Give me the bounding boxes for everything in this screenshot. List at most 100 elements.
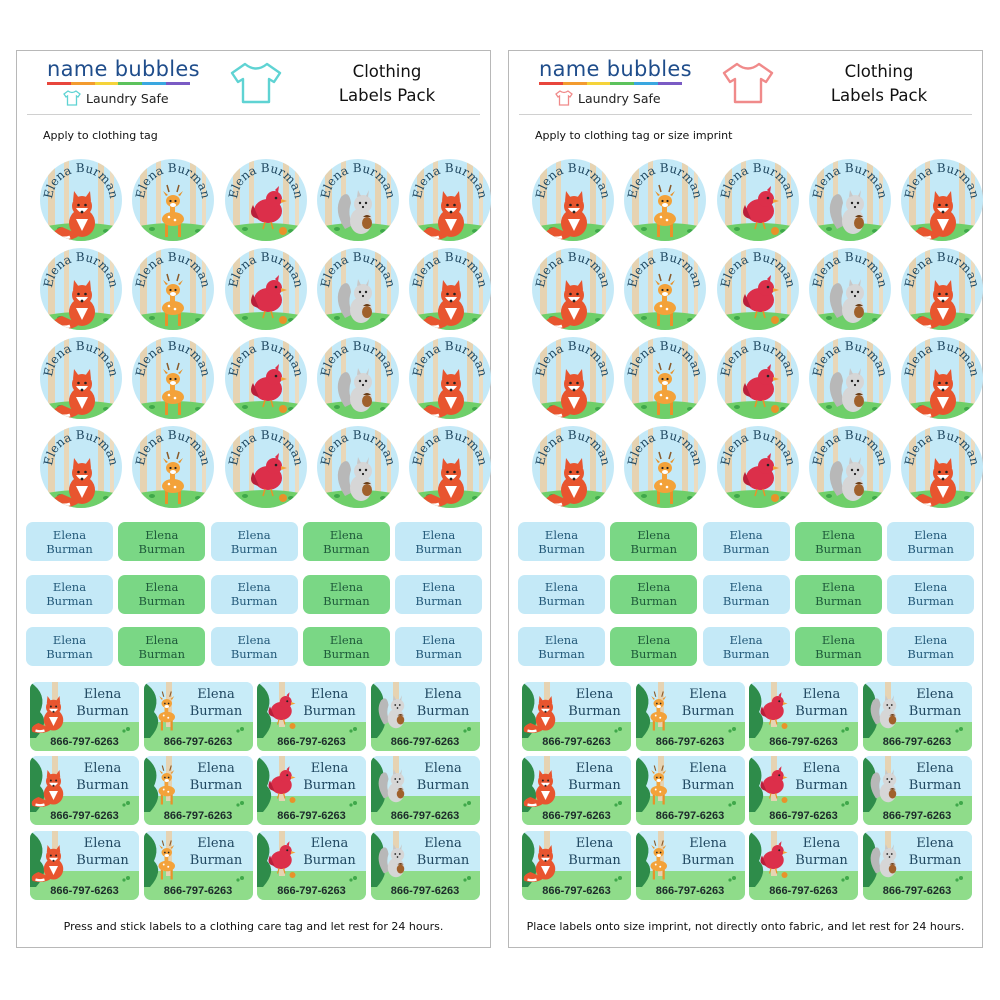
rectangle-label: Elena Burman bbox=[210, 627, 298, 666]
circle-label: Elena Burman bbox=[901, 337, 984, 419]
phone-label: Elena Burman 866-797-6263 bbox=[143, 756, 253, 826]
phone-label: Elena Burman 866-797-6263 bbox=[370, 682, 480, 751]
pack-title-line1: Clothing bbox=[352, 62, 422, 81]
phone-label-art bbox=[862, 682, 972, 751]
circle-label: Elena Burman bbox=[716, 337, 799, 419]
phone-label-art bbox=[370, 830, 480, 900]
pack-title-line2: Labels Pack bbox=[830, 86, 928, 105]
circle-label-art: Elena Burman bbox=[808, 337, 891, 419]
rectangle-label: Elena Burman bbox=[702, 522, 790, 561]
circle-label: Elena Burman bbox=[40, 337, 122, 419]
phone-label-last: Burman bbox=[76, 704, 129, 719]
phone-label-first: Elena bbox=[802, 761, 841, 777]
phone-label-name: Elena Burman bbox=[558, 686, 631, 720]
rectangle-label: Elena Burman bbox=[395, 627, 483, 666]
phone-label-first: Elena bbox=[424, 761, 462, 777]
phone-label-art bbox=[30, 756, 139, 826]
rectangle-label: Elena Burman bbox=[702, 627, 790, 666]
phone-label-art bbox=[635, 756, 745, 826]
phone-label-first: Elena bbox=[83, 835, 122, 851]
circle-label-art: Elena Burman bbox=[132, 337, 215, 419]
circle-label: Elena Burman bbox=[132, 337, 215, 419]
phone-label-name: Elena Burman bbox=[672, 760, 745, 794]
pack-title-line2: Labels Pack bbox=[338, 86, 436, 105]
circle-label-art: Elena Burman bbox=[901, 337, 984, 419]
rectangle-label-last: Burman bbox=[722, 594, 770, 608]
phone-label-name: Elena Burman bbox=[407, 835, 480, 869]
rectangle-label: Elena Burman bbox=[518, 574, 605, 614]
rectangle-label-last: Burman bbox=[815, 646, 862, 661]
rectangle-label: Elena Burman bbox=[610, 522, 698, 561]
phone-label-first: Elena bbox=[197, 687, 235, 702]
phone-label-first: Elena bbox=[689, 761, 727, 777]
laundry-safe-text: Laundry Safe bbox=[86, 90, 169, 106]
rectangle-label-last: Burman bbox=[722, 646, 770, 661]
circle-label: Elena Burman bbox=[224, 426, 307, 508]
phone-label-number: 866-797-6263 bbox=[655, 884, 725, 897]
circle-label-art: Elena Burman bbox=[901, 159, 984, 241]
phone-label-first: Elena bbox=[575, 835, 614, 851]
phone-label-last: Burman bbox=[189, 778, 243, 794]
rectangle-label-last: Burman bbox=[815, 594, 862, 608]
phone-label: Elena Burman 866-797-6263 bbox=[635, 682, 745, 751]
circle-label: Elena Burman bbox=[409, 248, 492, 330]
rectangle-label-first: Elena bbox=[637, 527, 671, 542]
rectangle-label-first: Elena bbox=[637, 632, 671, 647]
rectangle-label-last: Burman bbox=[230, 541, 278, 556]
phone-label-last: Burman bbox=[303, 704, 356, 719]
circle-label-art: Elena Burman bbox=[132, 248, 215, 330]
phone-label-number: 866-797-6263 bbox=[390, 736, 460, 748]
circle-label: Elena Burman bbox=[716, 426, 799, 508]
rectangle-label-first: Elena bbox=[544, 527, 579, 542]
rectangle-label-last: Burman bbox=[538, 594, 585, 608]
circle-label-art: Elena Burman bbox=[901, 248, 984, 330]
phone-label-number: 866-797-6263 bbox=[277, 884, 346, 897]
circle-label: Elena Burman bbox=[532, 337, 614, 419]
circle-label-art: Elena Burman bbox=[624, 337, 707, 419]
circle-label: Elena Burman bbox=[532, 426, 614, 508]
shirt-outline-icon bbox=[229, 61, 283, 109]
circle-label: Elena Burman bbox=[624, 337, 707, 419]
phone-label-number: 866-797-6263 bbox=[542, 736, 611, 748]
apply-instruction: Apply to clothing tag bbox=[43, 129, 158, 142]
brand-color-bar bbox=[539, 82, 682, 85]
rectangle-label: Elena Burman bbox=[395, 574, 483, 614]
brand-logo: name bubbles Laundry Safe bbox=[47, 57, 200, 106]
circle-label: Elena Burman bbox=[624, 426, 707, 508]
rectangle-label: Elena Burman bbox=[118, 522, 206, 561]
circle-label: Elena Burman bbox=[716, 248, 799, 330]
phone-label-first: Elena bbox=[575, 687, 614, 702]
phone-label-first: Elena bbox=[83, 687, 122, 702]
phone-label: Elena Burman 866-797-6263 bbox=[257, 830, 366, 900]
circle-label: Elena Burman bbox=[901, 426, 984, 508]
phone-label: Elena Burman 866-797-6263 bbox=[370, 830, 480, 900]
phone-label: Elena Burman 866-797-6263 bbox=[143, 682, 253, 751]
circle-label: Elena Burman bbox=[624, 159, 707, 241]
rectangle-label-last: Burman bbox=[46, 541, 93, 556]
rectangle-label-first: Elena bbox=[329, 632, 363, 647]
circle-label-art: Elena Burman bbox=[532, 337, 614, 419]
phone-label-art bbox=[522, 830, 631, 900]
rectangle-label-first: Elena bbox=[821, 580, 855, 594]
rectangle-label: Elena Burman bbox=[794, 627, 882, 666]
rectangle-label: Elena Burman bbox=[118, 627, 206, 666]
circle-label-art: Elena Burman bbox=[40, 426, 122, 508]
phone-label-number: 866-797-6263 bbox=[277, 736, 346, 748]
phone-label-last: Burman bbox=[568, 778, 621, 794]
rectangle-label: Elena Burman bbox=[702, 574, 790, 614]
pack-title: Clothing Labels Pack bbox=[799, 60, 959, 108]
phone-label-art bbox=[257, 756, 366, 826]
phone-label-last: Burman bbox=[681, 704, 735, 719]
phone-label-art bbox=[522, 756, 631, 826]
phone-label-number: 866-797-6263 bbox=[769, 884, 838, 897]
rectangle-label-first: Elena bbox=[329, 580, 363, 594]
pack-title: Clothing Labels Pack bbox=[307, 60, 467, 108]
phone-label-name: Elena Burman bbox=[293, 686, 366, 720]
phone-label-name: Elena Burman bbox=[672, 835, 745, 869]
laundry-safe-text: Laundry Safe bbox=[578, 90, 661, 106]
phone-label-last: Burman bbox=[303, 778, 356, 794]
phone-label-number: 866-797-6263 bbox=[769, 810, 838, 823]
circle-label: Elena Burman bbox=[808, 159, 891, 241]
phone-label: Elena Burman 866-797-6263 bbox=[862, 830, 972, 900]
circle-label: Elena Burman bbox=[40, 159, 122, 241]
